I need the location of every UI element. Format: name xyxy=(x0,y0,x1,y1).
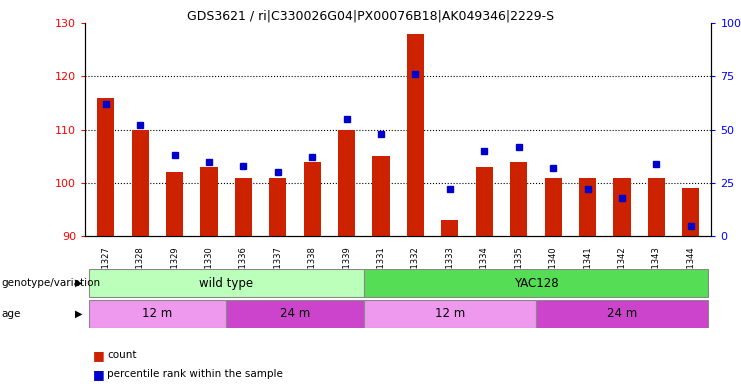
Bar xyxy=(545,177,562,236)
Bar xyxy=(682,188,700,236)
Text: 24 m: 24 m xyxy=(607,308,637,320)
Text: count: count xyxy=(107,350,137,360)
Bar xyxy=(235,177,252,236)
Bar xyxy=(510,162,528,236)
Text: GDS3621 / ri|C330026G04|PX00076B18|AK049346|2229-S: GDS3621 / ri|C330026G04|PX00076B18|AK049… xyxy=(187,10,554,23)
Bar xyxy=(132,129,149,236)
Text: ▶: ▶ xyxy=(75,309,82,319)
Bar xyxy=(226,300,364,328)
Text: age: age xyxy=(1,309,21,319)
Text: ■: ■ xyxy=(93,368,104,381)
Bar xyxy=(614,177,631,236)
Bar xyxy=(201,167,218,236)
Text: YAC128: YAC128 xyxy=(514,277,558,290)
Text: 24 m: 24 m xyxy=(280,308,310,320)
Bar xyxy=(97,98,114,236)
Bar xyxy=(407,34,424,236)
Bar xyxy=(373,156,390,236)
Text: ▶: ▶ xyxy=(75,278,82,288)
Text: genotype/variation: genotype/variation xyxy=(1,278,101,288)
Text: 12 m: 12 m xyxy=(435,308,465,320)
Bar xyxy=(648,177,665,236)
Bar xyxy=(166,172,183,236)
Bar xyxy=(536,300,708,328)
Text: ■: ■ xyxy=(93,349,104,362)
Bar xyxy=(364,270,708,297)
Text: wild type: wild type xyxy=(199,277,253,290)
Bar xyxy=(304,162,321,236)
Bar xyxy=(364,300,536,328)
Bar xyxy=(476,167,493,236)
Bar xyxy=(269,177,287,236)
Bar xyxy=(579,177,596,236)
Bar xyxy=(338,129,355,236)
Text: 12 m: 12 m xyxy=(142,308,173,320)
Bar xyxy=(89,300,226,328)
Text: percentile rank within the sample: percentile rank within the sample xyxy=(107,369,283,379)
Bar xyxy=(89,270,364,297)
Bar xyxy=(442,220,459,236)
